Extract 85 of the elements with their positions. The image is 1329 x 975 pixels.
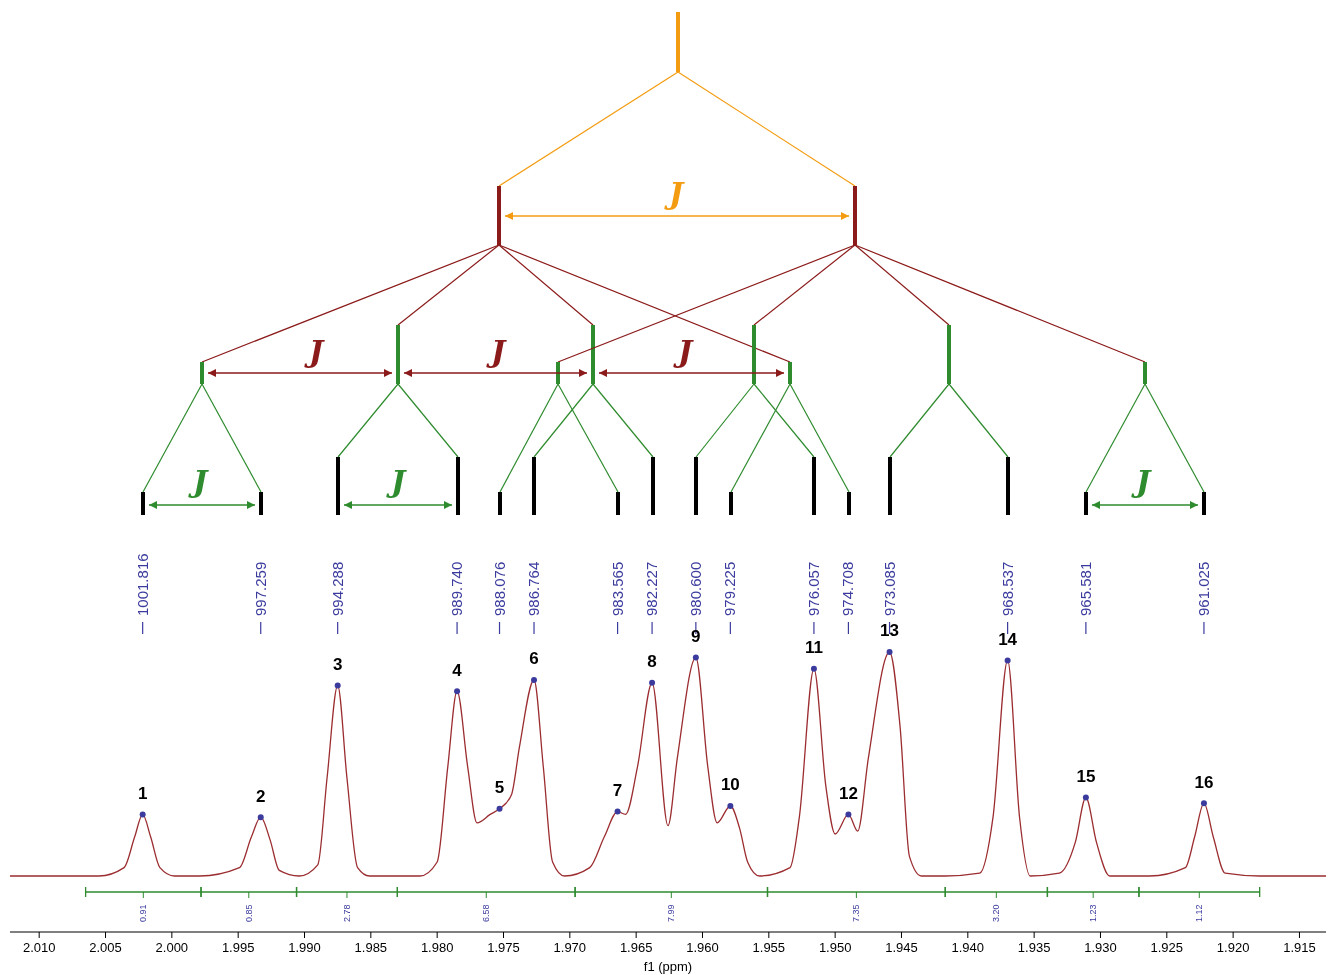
- x-tick-label: 1.935: [1017, 940, 1051, 955]
- text: J: [663, 176, 685, 211]
- x-tick-label: 1.965: [619, 940, 653, 955]
- text: J: [187, 464, 209, 499]
- annotation: 1: [137, 783, 148, 803]
- annotation: 16: [1194, 772, 1214, 792]
- x-tick-label: 1.950: [818, 940, 852, 955]
- text: 980.600: [686, 561, 704, 616]
- text: 979.225: [721, 561, 739, 616]
- x-tick-label: 1.970: [553, 940, 587, 955]
- point: [886, 649, 893, 655]
- point: [139, 811, 146, 818]
- text: 965.581: [1076, 561, 1094, 616]
- x-tick-label: 1.975: [487, 940, 520, 955]
- text: J: [303, 334, 325, 369]
- x-tick-label: 1.930: [1084, 940, 1117, 955]
- annotation: 1.23: [1088, 904, 1099, 922]
- point: [845, 811, 852, 818]
- annotation: 5: [494, 778, 505, 798]
- text: 997.259: [251, 561, 269, 616]
- x-tick-label: 1.940: [951, 940, 985, 955]
- point: [257, 814, 264, 821]
- text: 974.708: [839, 561, 857, 616]
- point: [334, 682, 341, 689]
- annotation: 2.78: [341, 904, 352, 922]
- annotation: 8: [647, 652, 657, 672]
- point: [1082, 794, 1089, 801]
- text: J: [672, 334, 694, 369]
- text: J: [1130, 464, 1152, 499]
- text: 976.057: [804, 561, 822, 616]
- point: [496, 805, 503, 812]
- x-tick-label: 1.985: [354, 940, 388, 955]
- text: 973.085: [880, 561, 898, 616]
- text: 13: [880, 621, 900, 641]
- point: [614, 808, 621, 815]
- text: 1001.816: [133, 553, 151, 616]
- annotation: 6.58: [481, 904, 492, 922]
- text: 9: [691, 627, 701, 647]
- text: 14: [998, 629, 1018, 649]
- annotation: 11: [804, 638, 823, 658]
- annotation: 1.12: [1194, 904, 1205, 922]
- point: [454, 688, 461, 695]
- text: 983.565: [608, 561, 626, 616]
- x-tick-label: 2.005: [89, 940, 122, 955]
- x-tick-label: 1.980: [420, 940, 454, 955]
- text: J: [485, 334, 507, 369]
- annotation: 0.91: [138, 904, 149, 922]
- annotation: 4: [452, 660, 463, 680]
- annotation: 3.20: [991, 904, 1002, 922]
- point: [810, 665, 817, 672]
- annotation: 15: [1076, 767, 1096, 787]
- annotation: 0.85: [243, 904, 254, 922]
- text: 988.076: [490, 561, 508, 616]
- annotation: 6: [529, 649, 539, 669]
- text: 986.764: [525, 561, 543, 616]
- x-tick-label: 1.955: [752, 940, 786, 955]
- annotation: 12: [838, 783, 858, 803]
- text: 994.288: [328, 561, 346, 616]
- point: [1004, 657, 1011, 664]
- x-tick-label: 1.920: [1216, 940, 1250, 955]
- point: [1200, 800, 1207, 807]
- annotation: 10: [720, 775, 740, 795]
- annotation: 7: [612, 781, 623, 801]
- text: 982.227: [643, 561, 661, 616]
- x-tick-label: 1.995: [221, 940, 255, 955]
- x-tick-label: 1.915: [1283, 940, 1316, 955]
- x-tick-label: 1.945: [885, 940, 918, 955]
- x-tick-label: 1.990: [288, 940, 321, 955]
- text: J: [385, 464, 407, 499]
- point: [531, 677, 538, 683]
- text: 968.537: [998, 561, 1016, 616]
- annotation: 3: [332, 655, 343, 675]
- point: [727, 803, 734, 809]
- annotation: 2: [256, 786, 266, 806]
- annotation: 7.35: [851, 904, 862, 922]
- x-axis-title: f1 (ppm): [643, 959, 693, 974]
- text: 961.025: [1194, 561, 1212, 616]
- point: [692, 654, 699, 661]
- point: [649, 679, 656, 686]
- text: 989.740: [448, 561, 466, 616]
- x-tick-label: 1.960: [686, 940, 719, 955]
- x-tick-label: 2.010: [22, 940, 56, 955]
- x-tick-label: 1.925: [1150, 940, 1184, 955]
- annotation: 7.99: [666, 904, 677, 922]
- x-tick-label: 2.000: [155, 940, 189, 955]
